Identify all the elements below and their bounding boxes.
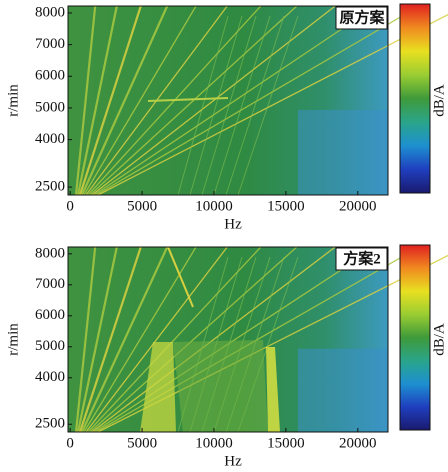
x-tick-label: 5000 — [127, 435, 157, 451]
y-tick-label: 7000 — [35, 276, 65, 292]
y-axis-label: r/min — [5, 84, 21, 117]
order-line — [95, 5, 420, 196]
heatmap-panel: 原方案 0 5000 10000 15000 20000 2500 4000 5000 6000 7… — [5, 3, 448, 232]
y-tick-label: 5000 — [35, 99, 65, 115]
y-tick-label: 4000 — [35, 369, 65, 385]
y-tick-label: 8000 — [35, 4, 65, 20]
order-line — [87, 246, 262, 433]
x-tick-label: 20000 — [339, 198, 377, 214]
order-line — [78, 5, 142, 196]
x-axis-label: Hz — [224, 216, 242, 232]
colorbar — [399, 3, 431, 194]
y-tick-label: 5000 — [35, 338, 65, 354]
x-tick-label: 0 — [66, 435, 74, 451]
order-line — [74, 246, 97, 433]
heatmap-panel: 方案2 0 5000 10000 15000 20000 2500 4000 5000 6000 7… — [5, 244, 448, 469]
y-tick-label: 2500 — [35, 416, 65, 432]
high-band — [266, 347, 280, 432]
x-tick-label: 15000 — [267, 198, 305, 214]
title-box — [335, 6, 388, 30]
order-line — [80, 5, 169, 196]
order-line — [93, 246, 377, 433]
order-line — [91, 5, 336, 196]
order-line — [85, 246, 228, 433]
order-line — [74, 5, 97, 196]
resonance-line — [225, 15, 285, 196]
x-tick-label: 20000 — [339, 435, 377, 451]
panel-title: 原方案 — [339, 8, 385, 26]
plot-frame — [67, 5, 389, 196]
order-line — [83, 246, 197, 433]
x-tick-label: 10000 — [195, 435, 233, 451]
blue-region — [298, 109, 388, 195]
x-tick-label: 5000 — [127, 198, 157, 214]
y-tick-label: 6000 — [35, 307, 65, 323]
order-line — [89, 5, 298, 196]
order-line — [81, 246, 169, 433]
resonance-line — [189, 15, 243, 196]
order-line — [76, 246, 118, 433]
x-tick-label: 15000 — [267, 435, 305, 451]
colorbar-label: dB/A — [431, 84, 447, 117]
order-line — [91, 246, 336, 433]
resonance-line — [201, 15, 257, 196]
order-line — [78, 246, 142, 433]
y-tick-label: 8000 — [35, 245, 65, 261]
x-tick-label: 10000 — [195, 198, 233, 214]
title-box — [335, 247, 388, 271]
plot-frame — [67, 246, 389, 433]
order-line — [93, 5, 377, 196]
x-axis-label: Hz — [224, 453, 242, 469]
resonance-line — [213, 15, 271, 196]
order-line — [83, 5, 197, 196]
y-axis-label: r/min — [5, 323, 21, 356]
blue-region — [298, 348, 388, 432]
high-band — [173, 340, 268, 432]
y-tick-label: 2500 — [35, 179, 65, 195]
panel-title: 方案2 — [343, 249, 381, 267]
order-line — [89, 246, 298, 433]
band-line — [147, 97, 229, 102]
y-tick-label: 4000 — [35, 131, 65, 147]
order-line — [76, 5, 118, 196]
high-band — [140, 342, 176, 432]
resonance-line — [177, 15, 229, 196]
colorbar-label: dB/A — [431, 323, 447, 356]
x-tick-label: 0 — [66, 198, 74, 214]
y-tick-label: 6000 — [35, 68, 65, 84]
colorbar — [399, 244, 431, 431]
order-line — [167, 246, 194, 308]
y-tick-label: 7000 — [35, 36, 65, 52]
resonance-line — [237, 15, 299, 196]
